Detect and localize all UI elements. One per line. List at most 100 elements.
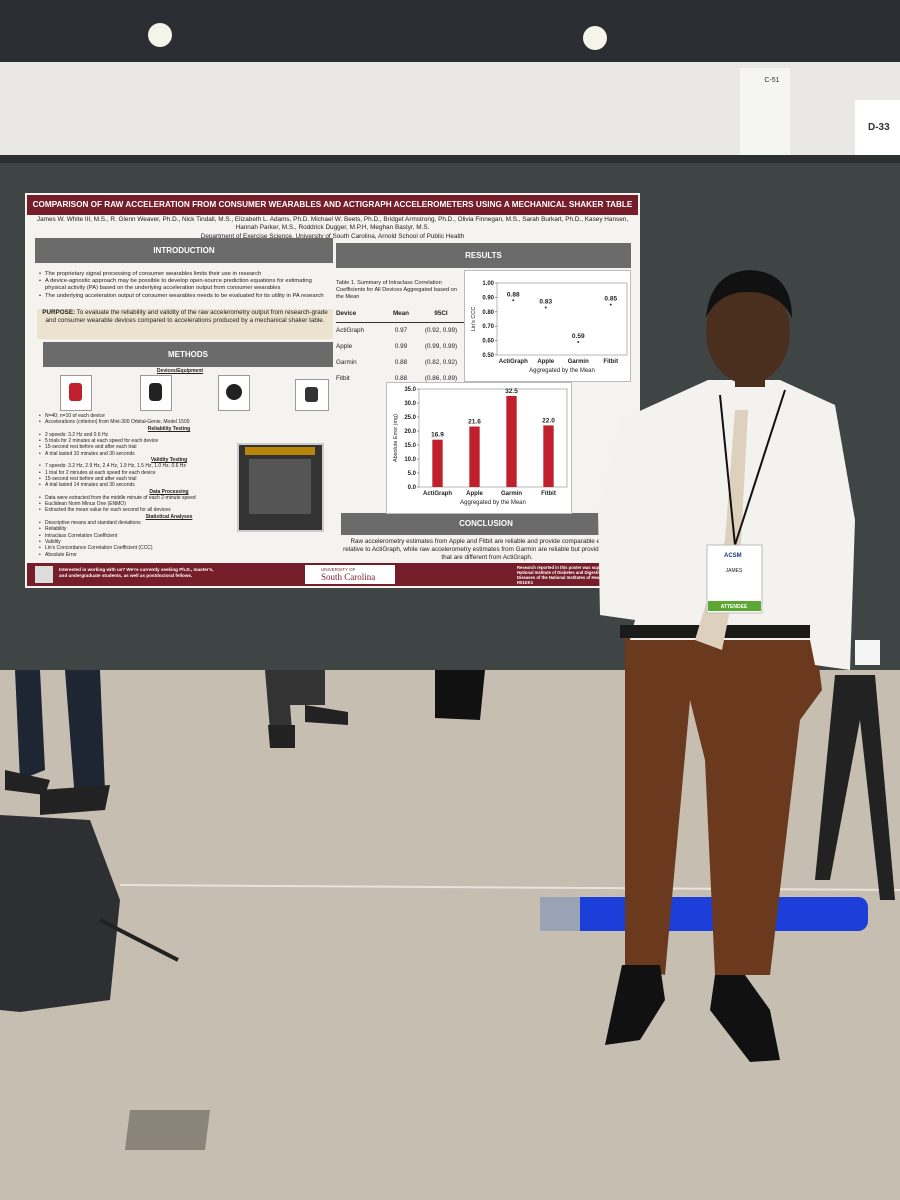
value-label: 16.9 xyxy=(431,432,444,439)
method-text: 15-second rest before and after each tri… xyxy=(45,475,137,482)
poster-tube xyxy=(540,897,868,931)
chart: 0.50 0.60 0.70 0.80 0.90 1.00 Lin's CCC Aggrega… xyxy=(464,270,631,382)
bullet-dot: • xyxy=(39,292,42,299)
x-axis-label: Aggregated by the Mean xyxy=(460,500,526,506)
table-row: ActiGraph 0.97 (0.92, 0.99) xyxy=(336,323,464,339)
section-heading: INTRODUCTION xyxy=(35,238,333,263)
chart: 0.0 5.0 10.0 15.0 20.0 25.0 30.0 35.0 Absolute E… xyxy=(386,382,572,514)
y-tick-label: 25.0 xyxy=(404,415,416,421)
bullet-dot: • xyxy=(39,494,41,501)
sign-text: C-51 xyxy=(764,77,779,84)
table-cell: 0.99 xyxy=(394,343,408,350)
bullet-dot: • xyxy=(39,278,42,285)
subheading: Validity Testing xyxy=(150,457,188,464)
bar xyxy=(432,439,443,487)
value-label: 0.83 xyxy=(539,298,552,305)
method-text: A trial lasted 10 minutes and 30 seconds xyxy=(45,450,135,457)
method-item: • 1 trial for 2 minutes at each speed for… xyxy=(39,470,324,476)
x-tick-label: Fitbit xyxy=(603,359,618,365)
method-item: • 15-second rest before and after each tr… xyxy=(39,444,324,450)
university-logo: UNIVERSITY OF South Carolina xyxy=(305,565,395,584)
board-frame xyxy=(0,155,900,163)
method-item: • Absolute Error xyxy=(39,552,324,558)
x-axis-label: Aggregated by the Mean xyxy=(529,368,595,374)
qr-code xyxy=(35,566,53,583)
intro-list: • The proprietary signal processing of co… xyxy=(39,271,333,300)
table-cell: 0.97 xyxy=(394,327,408,334)
purpose-box: PURPOSE: To evaluate the reliability and… xyxy=(37,309,333,339)
method-text: Descriptive means and standard deviation… xyxy=(45,520,141,527)
method-text: 2 speeds: 3.2 Hz and 0.6 Hz xyxy=(45,431,109,438)
bar xyxy=(506,396,517,487)
method-text: Absolute Error xyxy=(45,551,77,558)
intro-text: The proprietary signal processing of con… xyxy=(45,271,262,277)
device-icon xyxy=(140,375,172,411)
x-tick-label: ActiGraph xyxy=(499,359,528,365)
visitor-shoes xyxy=(5,770,110,815)
method-text: 15-second rest before and after each tri… xyxy=(45,444,137,451)
value-label: 32.5 xyxy=(505,388,518,395)
method-item: • Accelerations (criterion) from Mini-300… xyxy=(39,419,324,425)
bullet-dot: • xyxy=(39,444,41,451)
university-name: South Carolina xyxy=(321,572,376,582)
bullet-dot: • xyxy=(39,475,41,482)
poster-affiliation: Department of Exercise Science, Universi… xyxy=(200,233,465,240)
method-text: Accelerations (criterion) from Mini-300 … xyxy=(45,419,190,426)
y-tick-label: 0.60 xyxy=(482,339,494,345)
point xyxy=(512,299,515,302)
y-axis-label: Absolute Error (mg) xyxy=(393,414,399,462)
method-item: • A trial lasted 10 minutes and 30 second… xyxy=(39,451,324,457)
method-item: • Lin's Concordance Correlation Coefficie… xyxy=(39,545,324,551)
pillar xyxy=(740,68,790,160)
table-cell: 0.88 xyxy=(394,359,408,366)
point xyxy=(609,303,612,306)
footer-bar: Interested in working with us? We're cur… xyxy=(27,563,638,586)
backpack-strap xyxy=(99,918,179,962)
subheading: Reliability Testing xyxy=(147,425,191,432)
table-cell: Mean xyxy=(392,310,410,317)
bullet-dot: • xyxy=(39,532,41,539)
ceiling xyxy=(0,0,900,62)
section-heading: CONCLUSION xyxy=(341,513,631,535)
table-caption: Table 1. Summary of Intraclass Correlati… xyxy=(336,280,457,300)
method-text: Euclidean Norm Minus One (ENMO) xyxy=(45,501,126,508)
purpose-text: To evaluate the reliability and validity… xyxy=(45,309,328,324)
visitor-legs xyxy=(435,670,485,720)
table-cell: 0.88 xyxy=(394,375,408,382)
x-tick-label: Apple xyxy=(466,491,483,497)
x-tick-label: Garmin xyxy=(501,491,522,497)
table-cell: Apple xyxy=(336,343,353,350)
method-item: • 15-second rest before and after each tr… xyxy=(39,476,324,482)
section-heading: RESULTS xyxy=(336,243,631,268)
x-tick-label: ActiGraph xyxy=(423,491,452,497)
method-item: • N=40; n=10 of each device xyxy=(39,413,324,419)
intro-text: The underlying acceleration output of co… xyxy=(45,292,324,299)
shaker-photo xyxy=(237,443,324,532)
table-cell: Garmin xyxy=(336,359,357,366)
bullet-dot: • xyxy=(39,526,41,533)
device-icon xyxy=(295,379,329,411)
intro-text: A device-agnostic approach may be possib… xyxy=(45,278,312,292)
y-tick-label: 0.90 xyxy=(482,295,494,301)
conclusion-text: Raw accelerometry estimates from Apple a… xyxy=(343,538,631,561)
easel xyxy=(815,675,895,900)
table-cell: ActiGraph xyxy=(336,327,364,334)
method-text: Data were extracted from the middle minu… xyxy=(45,494,196,501)
bullet-dot: • xyxy=(39,520,41,527)
tube-cap xyxy=(540,897,580,931)
method-item: • 2 speeds: 3.2 Hz and 0.6 Hz xyxy=(39,432,324,438)
bar xyxy=(543,425,554,487)
sign-panel xyxy=(855,100,900,162)
y-axis-label: Lin's CCC xyxy=(471,307,477,332)
backpack xyxy=(0,815,120,1012)
value-label: 21.6 xyxy=(468,419,481,426)
plot-area xyxy=(418,388,568,488)
intro-item: • The underlying acceleration output of c… xyxy=(39,293,333,300)
poster-authors: James W. White III, M.S., R. Glenn Weave… xyxy=(36,216,629,231)
method-item: • Data were extracted from the middle min… xyxy=(39,495,324,501)
y-tick-label: 15.0 xyxy=(404,443,416,449)
table-cell: (0.92, 0.99) xyxy=(424,327,458,334)
method-text: A trial lasted 14 minutes and 30 seconds xyxy=(45,482,135,489)
bullet-dot: • xyxy=(39,438,41,445)
table-cell: Device xyxy=(336,310,357,317)
